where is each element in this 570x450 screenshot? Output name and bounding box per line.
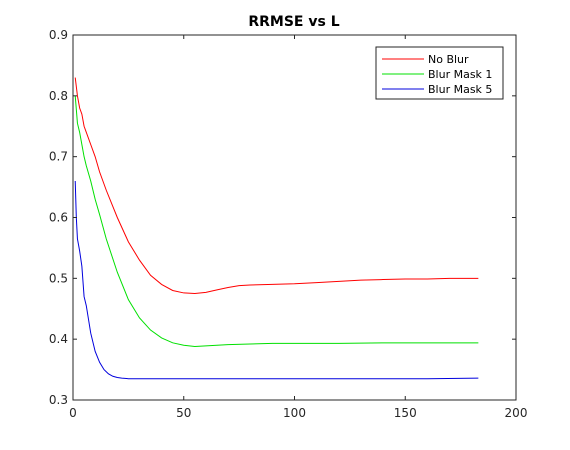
y-tick-label: 0.8 (49, 89, 68, 103)
legend-label-3: Blur Mask 5 (428, 83, 492, 96)
x-tick-label: 150 (394, 406, 417, 420)
y-tick-label: 0.7 (49, 150, 68, 164)
series-line-1 (74, 77, 479, 295)
x-tick-label: 100 (283, 406, 306, 420)
series-line-3 (74, 180, 479, 380)
y-tick-label: 0.6 (49, 211, 68, 225)
x-tick-label: 0 (69, 406, 77, 420)
legend-box (375, 46, 504, 100)
chart-title: RRMSE vs L (248, 14, 339, 30)
legend-label-2: Blur Mask 1 (428, 68, 492, 81)
legend-label-1: No Blur (428, 53, 469, 66)
series-layer (74, 77, 479, 380)
series-line-2 (74, 95, 479, 347)
x-tick-label: 50 (176, 406, 191, 420)
x-axis: 0 50 100 150 200 (69, 35, 527, 420)
y-tick-label: 0.3 (49, 393, 68, 407)
legend: No Blur Blur Mask 1 Blur Mask 5 (375, 46, 504, 100)
y-tick-label: 0.4 (49, 332, 68, 346)
y-axis: 0.3 0.4 0.5 0.6 0.7 0.8 0.9 (49, 28, 516, 407)
y-tick-label: 0.5 (49, 271, 68, 285)
y-tick-label: 0.9 (49, 28, 68, 42)
x-tick-label: 200 (505, 406, 528, 420)
